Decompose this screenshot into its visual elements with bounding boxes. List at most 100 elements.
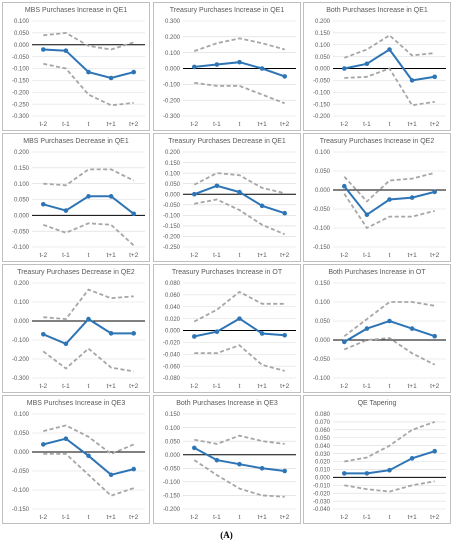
x-tick-label: t-1 xyxy=(213,121,221,128)
x-tick-label: t-2 xyxy=(40,121,48,128)
estimate-marker xyxy=(63,436,69,442)
y-tick-label: -0.300 xyxy=(12,376,30,382)
estimate-marker xyxy=(214,183,220,189)
panel-frame xyxy=(153,2,301,131)
estimate-marker xyxy=(108,331,114,336)
y-tick-label: 0.000 xyxy=(165,329,181,335)
estimate-marker xyxy=(342,66,347,71)
x-tick-label: t-1 xyxy=(363,383,371,390)
y-tick-label: -0.100 xyxy=(12,245,30,251)
estimate-marker xyxy=(259,66,265,71)
y-tick-label: -0.050 xyxy=(12,469,30,475)
panel-frame xyxy=(153,133,301,262)
y-tick-label: 0.100 xyxy=(14,182,30,188)
x-tick-label: t+2 xyxy=(280,514,290,521)
estimate-marker xyxy=(364,326,370,331)
chart-title: Both Purchases Increase in OT xyxy=(328,269,426,276)
upper-band-line xyxy=(43,424,135,455)
estimate-marker xyxy=(342,471,347,476)
estimate-marker xyxy=(237,189,242,195)
x-tick-label: t-1 xyxy=(213,252,221,259)
y-tick-label: 0.100 xyxy=(165,171,181,177)
y-tick-label: -0.300 xyxy=(163,114,181,120)
estimate-marker xyxy=(192,64,197,70)
estimate-marker xyxy=(192,334,197,339)
estimate-marker xyxy=(86,69,91,75)
y-tick-label: 0.040 xyxy=(315,444,331,450)
y-tick-label: 0.080 xyxy=(165,281,181,287)
estimate-marker xyxy=(214,62,220,67)
y-tick-label: 0.200 xyxy=(315,19,331,25)
x-tick-label: t+1 xyxy=(407,121,417,128)
estimate-marker xyxy=(108,194,114,199)
x-tick-label: t+2 xyxy=(129,252,139,259)
y-tick-label: -0.100 xyxy=(12,338,30,344)
y-tick-label: -0.300 xyxy=(12,114,30,120)
chart-panel: Treasury Purchases Increase in OT 0.080 0.… xyxy=(153,264,301,393)
x-tick-label: t-1 xyxy=(62,514,70,521)
y-tick-label: -0.050 xyxy=(163,466,181,472)
x-tick-label: t xyxy=(389,121,391,128)
y-tick-label: 0.150 xyxy=(14,166,30,172)
estimate-marker xyxy=(432,333,438,339)
x-tick-label: t-1 xyxy=(363,514,371,521)
x-tick-label: t+2 xyxy=(280,383,290,390)
y-tick-label: 0.070 xyxy=(315,420,331,426)
lower-band-line xyxy=(343,337,436,366)
estimate-marker xyxy=(131,466,136,472)
y-tick-label: 0.010 xyxy=(315,468,331,474)
lower-band-line xyxy=(194,344,285,372)
y-tick-label: 0.000 xyxy=(165,192,181,198)
y-tick-label: 0.100 xyxy=(165,426,181,432)
estimate-marker xyxy=(409,195,415,200)
y-tick-label: -0.150 xyxy=(163,224,181,230)
upper-band-line xyxy=(43,31,134,51)
estimate-marker xyxy=(237,59,242,65)
y-tick-label: -0.040 xyxy=(313,507,331,513)
y-tick-label: 0.150 xyxy=(315,281,331,287)
panel-frame xyxy=(303,395,451,524)
upper-band-line xyxy=(344,421,435,463)
x-tick-label: t-2 xyxy=(341,514,349,521)
estimate-marker xyxy=(214,329,220,334)
y-tick-label: -0.060 xyxy=(163,364,181,370)
lower-band-line xyxy=(343,193,435,230)
x-tick-label: t-2 xyxy=(191,514,199,521)
upper-band-line xyxy=(343,34,435,59)
lower-band-line xyxy=(194,81,286,105)
estimate-marker xyxy=(259,331,265,336)
x-tick-label: t+2 xyxy=(430,121,440,128)
y-tick-label: 0.200 xyxy=(165,150,181,156)
y-tick-label: -0.250 xyxy=(12,102,30,108)
y-tick-label: 0.200 xyxy=(14,150,30,156)
chart-title: Treasury Purchases Decrease in QE2 xyxy=(17,269,135,276)
estimate-marker xyxy=(63,48,69,53)
y-tick-label: -0.100 xyxy=(12,488,30,494)
x-tick-label: t+1 xyxy=(257,252,267,259)
x-tick-label: t+1 xyxy=(106,383,116,390)
estimate-marker xyxy=(237,461,242,467)
y-tick-label: 0.050 xyxy=(14,31,30,37)
x-tick-label: t+1 xyxy=(257,121,267,128)
estimate-marker xyxy=(282,332,288,338)
y-tick-label: 0.000 xyxy=(165,453,181,459)
upper-band-line xyxy=(194,434,285,445)
y-tick-label: 0.060 xyxy=(165,293,181,299)
chart-panel: MBS Purchses Increase in QE3 0.100 0.050 0.… xyxy=(2,395,150,524)
estimate-marker xyxy=(342,339,347,345)
y-tick-label: 0.100 xyxy=(14,300,30,306)
estimate-marker xyxy=(432,448,438,454)
y-tick-label: 0.000 xyxy=(14,450,30,456)
y-tick-label: -0.050 xyxy=(163,203,181,209)
x-tick-label: t xyxy=(88,383,90,390)
estimate-marker xyxy=(387,47,392,52)
estimate-marker xyxy=(432,189,438,195)
x-tick-label: t xyxy=(239,252,241,259)
y-tick-label: -0.050 xyxy=(313,357,331,363)
x-tick-label: t xyxy=(88,514,90,521)
y-tick-label: -0.100 xyxy=(313,376,331,382)
x-tick-label: t-1 xyxy=(213,383,221,390)
y-tick-label: -0.050 xyxy=(313,79,331,85)
y-tick-label: 0.020 xyxy=(315,460,331,466)
x-tick-label: t-2 xyxy=(191,383,199,390)
